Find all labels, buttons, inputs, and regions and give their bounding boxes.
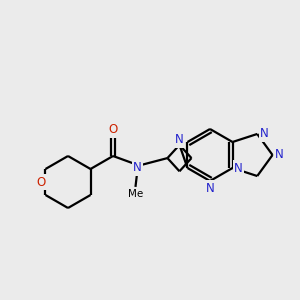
Text: N: N bbox=[234, 161, 243, 175]
Text: N: N bbox=[275, 148, 284, 161]
Text: O: O bbox=[37, 176, 46, 188]
Text: Me: Me bbox=[128, 189, 143, 199]
Text: N: N bbox=[175, 134, 184, 146]
Text: N: N bbox=[206, 182, 214, 194]
Text: N: N bbox=[260, 128, 268, 140]
Text: N: N bbox=[133, 161, 142, 174]
Text: O: O bbox=[108, 123, 118, 136]
